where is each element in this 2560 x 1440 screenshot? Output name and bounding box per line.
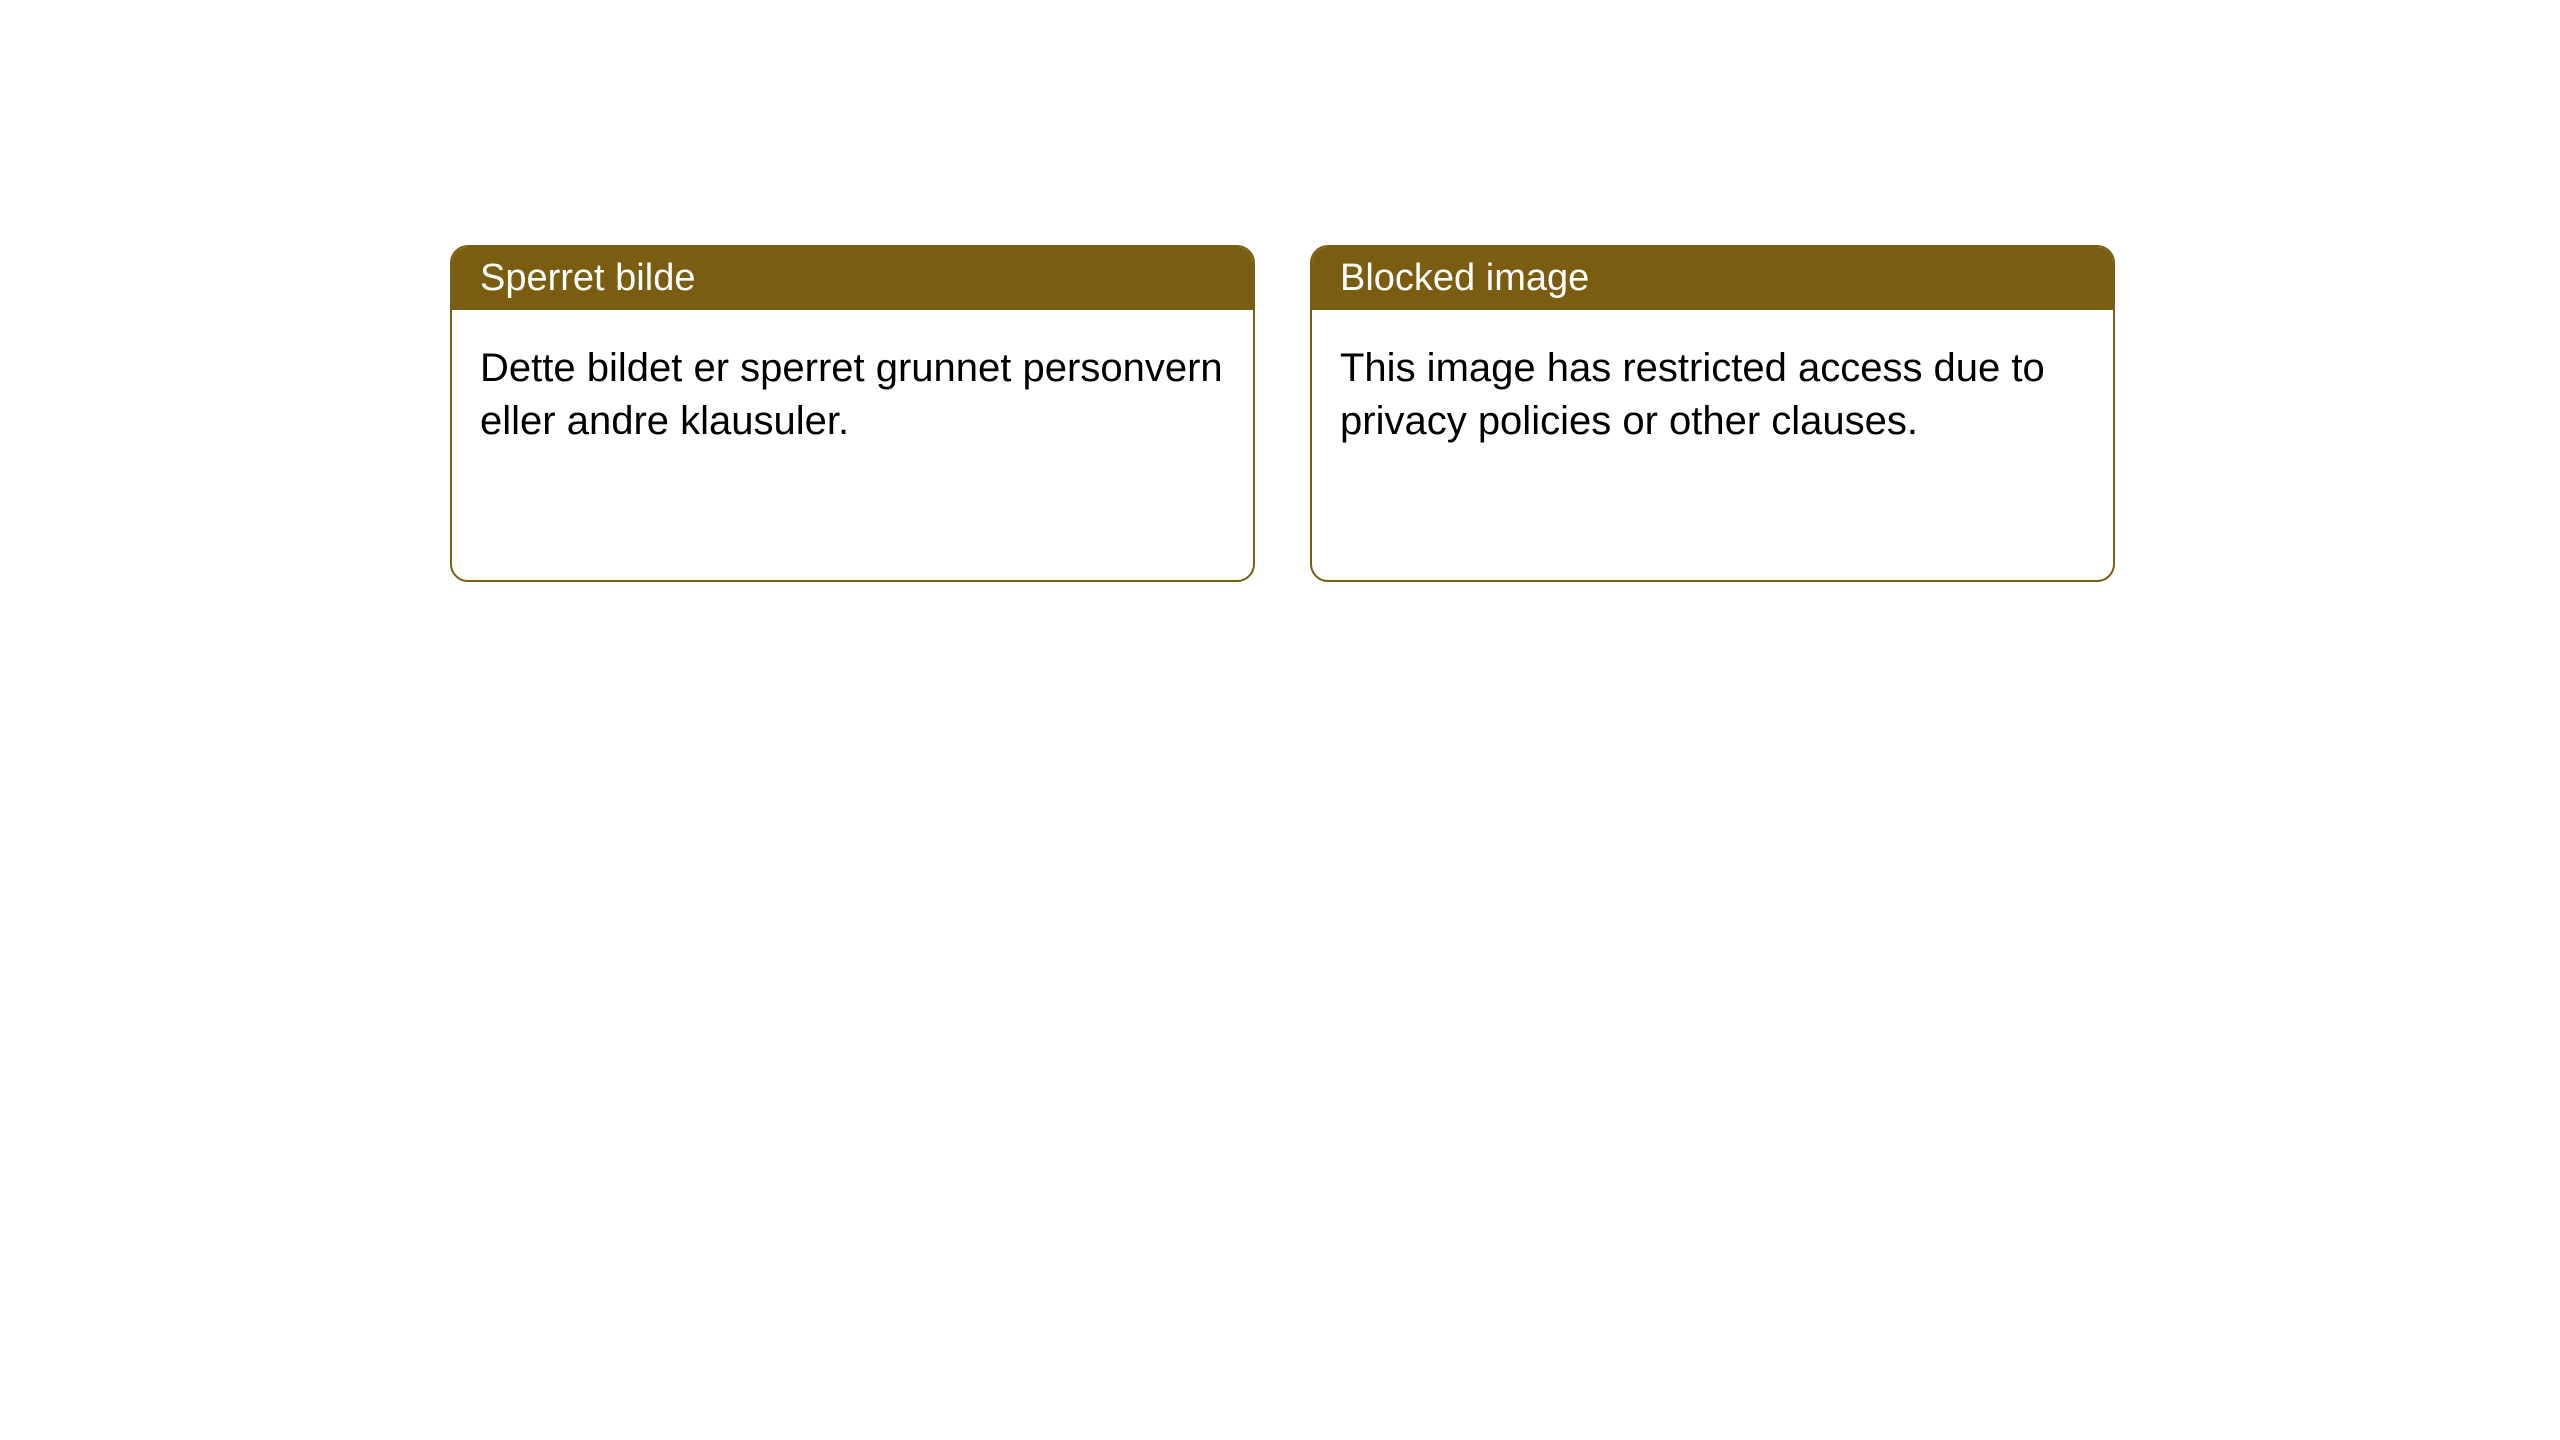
card-message-no: Dette bildet er sperret grunnet personve…	[480, 342, 1225, 448]
card-header-en: Blocked image	[1312, 247, 2113, 310]
card-header-no: Sperret bilde	[452, 247, 1253, 310]
notice-cards-container: Sperret bilde Dette bildet er sperret gr…	[450, 245, 2115, 582]
card-body-en: This image has restricted access due to …	[1312, 310, 2113, 580]
card-body-no: Dette bildet er sperret grunnet personve…	[452, 310, 1253, 580]
blocked-image-card-en: Blocked image This image has restricted …	[1310, 245, 2115, 582]
card-message-en: This image has restricted access due to …	[1340, 342, 2085, 448]
card-title-no: Sperret bilde	[480, 257, 695, 299]
card-title-en: Blocked image	[1340, 257, 1589, 299]
blocked-image-card-no: Sperret bilde Dette bildet er sperret gr…	[450, 245, 1255, 582]
